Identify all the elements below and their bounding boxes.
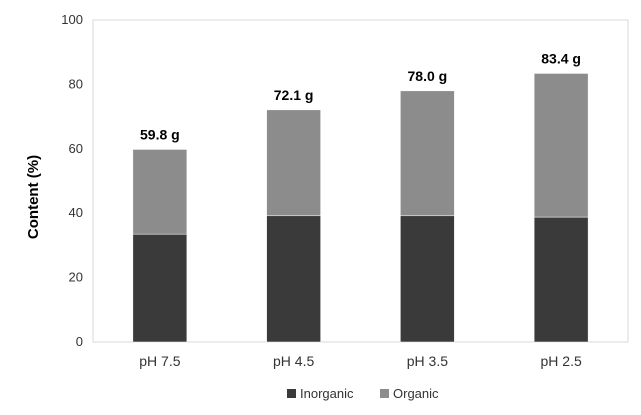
total-label: 83.4 g <box>541 50 581 66</box>
x-tick-label: pH 4.5 <box>273 353 314 369</box>
y-tick-label: 100 <box>61 12 83 27</box>
legend-label-organic: Organic <box>393 386 439 401</box>
bar-organic-2 <box>266 109 321 217</box>
bar-inorganic-4 <box>533 216 589 343</box>
total-label: 59.8 g <box>140 126 180 142</box>
y-tick-label: 60 <box>69 141 83 156</box>
legend: Inorganic Organic <box>287 386 439 401</box>
bar-inorganic-2 <box>266 215 321 343</box>
y-tick-label: 80 <box>69 76 83 91</box>
y-tick-label: 0 <box>76 334 83 349</box>
bar-organic-1 <box>132 149 188 235</box>
x-tick-label: pH 7.5 <box>139 353 180 369</box>
y-axis-label: Content (%) <box>25 155 42 239</box>
bar-organic-4 <box>533 73 589 218</box>
y-tick-label: 40 <box>69 205 83 220</box>
bars <box>132 73 589 343</box>
bar-inorganic-3 <box>400 215 455 343</box>
bar-organic-3 <box>400 90 455 217</box>
legend-swatch-inorganic <box>287 389 296 398</box>
y-tick-label: 20 <box>69 270 83 285</box>
legend-label-inorganic: Inorganic <box>300 386 354 401</box>
y-axis-ticks: 0 20 40 60 80 100 <box>61 12 83 349</box>
x-tick-label: pH 2.5 <box>541 353 582 369</box>
plot-area <box>92 19 629 343</box>
total-label: 78.0 g <box>408 68 448 84</box>
bar-inorganic-1 <box>132 233 188 343</box>
total-labels: 59.8 g 72.1 g 78.0 g 83.4 g <box>140 50 581 142</box>
legend-swatch-organic <box>380 389 389 398</box>
x-axis-ticks: pH 7.5 pH 4.5 pH 3.5 pH 2.5 <box>139 353 582 369</box>
x-tick-label: pH 3.5 <box>407 353 448 369</box>
total-label: 72.1 g <box>274 87 314 103</box>
